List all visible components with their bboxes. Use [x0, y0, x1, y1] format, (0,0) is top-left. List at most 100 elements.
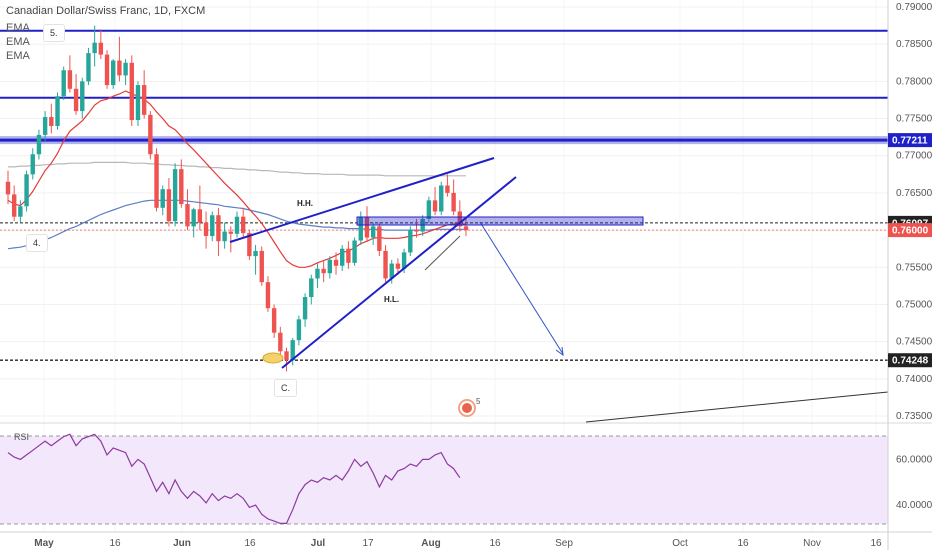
candle-body [123, 62, 128, 76]
candle-body [253, 250, 258, 257]
candle-body [259, 250, 264, 283]
candle-body [346, 248, 351, 263]
candle-body [439, 185, 444, 212]
time-tick-label: Jun [173, 538, 191, 549]
price-tick-label: 0.74500 [896, 337, 932, 348]
wedge-upper-line[interactable] [229, 157, 495, 243]
candle-body [340, 248, 345, 266]
wave-5-label[interactable]: 5. [43, 24, 65, 42]
candle-body [377, 226, 382, 251]
candle-body [18, 206, 23, 217]
candle-body [216, 215, 221, 242]
ema-legend-3[interactable]: EMA [6, 50, 30, 62]
candle-body [290, 340, 295, 361]
event-marker[interactable]: 5 [458, 397, 481, 417]
rsi-label: RSI [14, 432, 29, 442]
time-tick-label: May [34, 538, 54, 549]
higher-low-label: H.L. [384, 295, 399, 304]
symbol-title[interactable]: Canadian Dollar/Swiss Franc, 1D, FXCM [6, 5, 206, 17]
candle-body [271, 308, 277, 333]
candle-body [129, 62, 134, 121]
candle-body [370, 226, 376, 238]
candle-body [135, 85, 141, 121]
price-tick-label: 0.75000 [896, 299, 932, 310]
price-tick-label: 0.78500 [896, 39, 932, 50]
candle-body [401, 252, 407, 269]
wave-c-label[interactable]: C. [274, 379, 297, 397]
resistance-price-tag-bg [888, 133, 932, 148]
time-tick-label: 17 [362, 538, 374, 549]
candle-body [191, 209, 196, 227]
candle-body [327, 259, 333, 274]
support-price-tag-bg [888, 353, 932, 368]
time-axis-labels: May 16 Jun 16 Jul 17 Aug 16 Sep Oct 16 Nov 16 [34, 538, 882, 549]
arrow-head-icon [555, 346, 564, 357]
horizontal-levels [0, 29, 888, 361]
current-price-tag-bg [888, 223, 932, 238]
price-tick-label: 0.76500 [896, 188, 932, 199]
low-marker-icon [262, 352, 284, 364]
small-trend-line[interactable] [424, 235, 461, 271]
candle-body [148, 114, 153, 155]
candle-body [111, 60, 116, 86]
candle-body [5, 181, 11, 195]
rsi-tick-label: 60.0000 [896, 454, 932, 465]
candle-body [358, 216, 363, 241]
candle-body [451, 192, 456, 212]
candle-body [321, 268, 326, 274]
candle-body [86, 53, 91, 82]
candle-body [445, 185, 450, 193]
candle-body [309, 278, 314, 298]
candle-body [296, 319, 302, 341]
price-tick-label: 0.74000 [896, 374, 932, 385]
candle-body [42, 117, 48, 135]
price-axis-labels: 0.79000 0.78500 0.78000 0.77500 0.77000 0.765… [896, 2, 932, 422]
candle-body [284, 351, 289, 361]
candle-body [302, 297, 308, 320]
candle-body [395, 263, 401, 269]
candle-body [117, 60, 122, 76]
candle-body [92, 42, 97, 54]
time-tick-label: 16 [737, 538, 749, 549]
wave-4-label[interactable]: 4. [26, 234, 48, 252]
time-tick-label: Aug [421, 538, 440, 549]
long-trend-line[interactable] [585, 391, 889, 423]
low-marker[interactable] [262, 352, 284, 364]
ema-legend-1[interactable]: EMA [6, 22, 30, 34]
candle-body [247, 233, 252, 257]
candle-body [104, 54, 110, 86]
supply-zone[interactable] [356, 216, 644, 226]
ema-mid-line [7, 199, 466, 250]
candle-body [265, 282, 271, 309]
candle-body [30, 154, 35, 175]
price-tick-label: 0.77500 [896, 114, 932, 125]
rsi-series-line [7, 433, 461, 524]
wedge-lower-line[interactable] [281, 176, 517, 369]
candle-body [426, 200, 432, 219]
candle-body [154, 154, 159, 208]
price-tick-label: 0.77000 [896, 151, 932, 162]
rsi-band [0, 436, 888, 524]
projection-arrow-line[interactable] [479, 221, 564, 355]
candle-body [408, 230, 413, 253]
candle-body [352, 240, 357, 263]
chart-notes: H.H. H.L. RSI [14, 199, 399, 442]
ema-fast-line [7, 90, 466, 268]
candle-body [11, 194, 17, 217]
rsi-pane [0, 422, 932, 525]
candle-body [457, 211, 463, 227]
candle-body [67, 70, 73, 89]
candle-body [432, 200, 438, 212]
candle-body [166, 189, 172, 222]
candle-body [55, 96, 60, 126]
candle-body [333, 259, 339, 266]
ema-legend-2[interactable]: EMA [6, 36, 30, 48]
candle-body [383, 250, 388, 279]
time-tick-label: Sep [555, 538, 573, 549]
price-tick-label: 0.75500 [896, 262, 932, 273]
rsi-axis-labels: 60.0000 40.0000 [896, 454, 932, 511]
candle-body [179, 169, 184, 205]
